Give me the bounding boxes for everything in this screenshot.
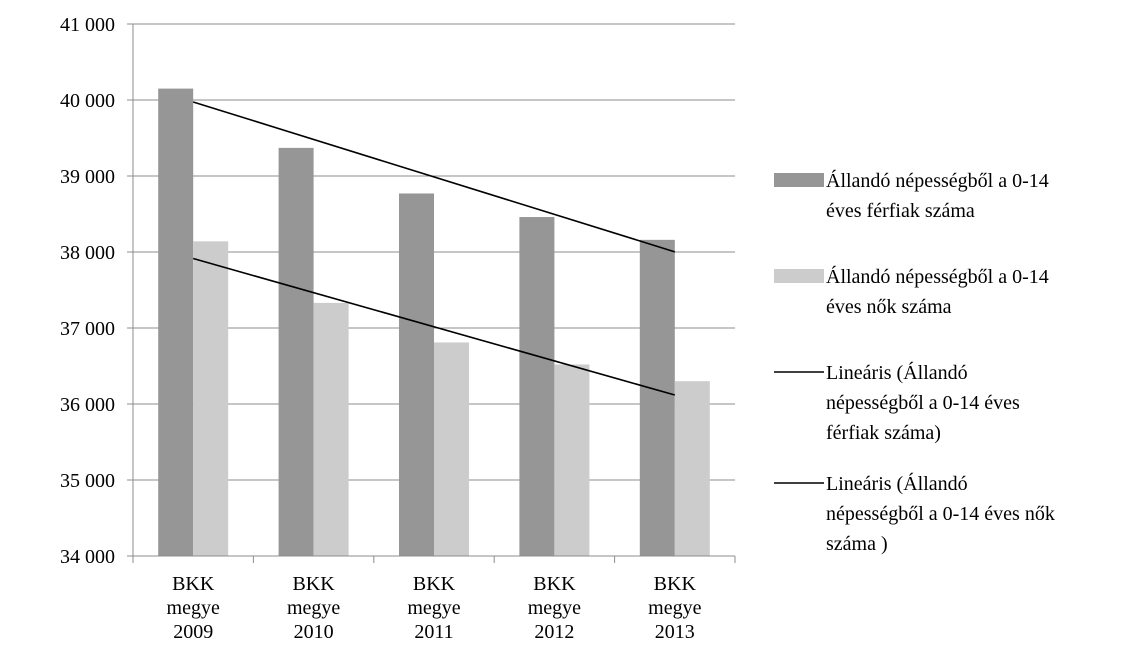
bar-series-2 bbox=[434, 342, 469, 556]
legend-swatch-1 bbox=[774, 173, 824, 187]
trendlines bbox=[192, 101, 676, 396]
y-tick-label: 37 000 bbox=[60, 318, 115, 340]
bar-series-1 bbox=[158, 88, 194, 556]
axes bbox=[127, 23, 736, 563]
legend-label-line: Lineáris (Állandó bbox=[826, 472, 968, 495]
legend-label-line: Lineáris (Állandó bbox=[826, 361, 968, 384]
x-tick-label: BKK megye 2010 bbox=[287, 573, 340, 643]
bars bbox=[158, 88, 710, 557]
bar-series-1 bbox=[399, 193, 434, 557]
legend-label-line: Állandó népességből a 0-14 bbox=[826, 265, 1049, 288]
x-tick-label-line: megye bbox=[648, 597, 701, 619]
x-tick-label-line: BKK bbox=[292, 573, 335, 595]
legend-swatch-2 bbox=[774, 269, 824, 283]
bar-series-1 bbox=[639, 239, 675, 556]
legend-label-line: száma ) bbox=[826, 533, 888, 555]
legend-label-line: népességből a 0-14 éves bbox=[826, 392, 1020, 414]
bar-series-1 bbox=[519, 217, 555, 557]
y-tick-label: 35 000 bbox=[60, 470, 115, 492]
trendline-1 bbox=[192, 101, 676, 253]
x-tick-label-line: megye bbox=[287, 597, 340, 619]
legend-label-line: Állandó népességből a 0-14 bbox=[826, 169, 1049, 192]
x-tick-label-line: megye bbox=[407, 597, 460, 619]
legend-label-line: éves nők száma bbox=[826, 296, 952, 318]
bar-series-1 bbox=[278, 147, 314, 556]
x-tick-label: BKK megye 2012 bbox=[528, 573, 581, 643]
x-tick-label-line: megye bbox=[167, 597, 220, 619]
legend-label-2: Állandó népességből a 0-14 éves nők száma bbox=[826, 265, 1049, 318]
bar-series-2 bbox=[554, 364, 590, 556]
x-tick-label-line: 2009 bbox=[173, 621, 213, 643]
y-tick-label: 38 000 bbox=[60, 242, 115, 264]
legend-label-3: Lineáris (Állandó népességből a 0-14 éves… bbox=[826, 361, 1020, 444]
x-tick-label-line: megye bbox=[528, 597, 581, 619]
bar-series-2 bbox=[193, 241, 229, 557]
bar-series-2 bbox=[313, 302, 349, 556]
x-tick-label-line: BKK bbox=[533, 573, 576, 595]
x-tick-label-line: BKK bbox=[413, 573, 456, 595]
legend-label-4: Lineáris (Állandó népességből a 0-14 éves… bbox=[826, 472, 1055, 555]
y-tick-label: 40 000 bbox=[60, 90, 115, 112]
bar-series-2 bbox=[674, 381, 710, 556]
x-tick-label-line: 2013 bbox=[655, 621, 695, 643]
legend: Állandó népességből a 0-14 éves férfiak s… bbox=[774, 169, 1055, 555]
x-tick-label: BKK megye 2009 bbox=[167, 573, 220, 643]
y-axis-tick-labels: 34 000 35 000 36 000 37 000 38 000 39 000 40 0… bbox=[60, 14, 115, 568]
y-tick-label: 34 000 bbox=[60, 546, 115, 568]
x-tick-label: BKK megye 2011 bbox=[407, 573, 460, 643]
y-tick-label: 41 000 bbox=[60, 14, 115, 36]
y-tick-label: 39 000 bbox=[60, 166, 115, 188]
y-tick-label: 36 000 bbox=[60, 394, 115, 416]
legend-label-line: férfiak száma) bbox=[826, 422, 941, 444]
x-tick-label-line: 2011 bbox=[414, 621, 453, 643]
x-tick-label-line: 2010 bbox=[294, 621, 334, 643]
legend-label-line: éves férfiak száma bbox=[826, 200, 975, 222]
legend-label-line: népességből a 0-14 éves nők bbox=[826, 503, 1055, 525]
legend-label-1: Állandó népességből a 0-14 éves férfiak s… bbox=[826, 169, 1049, 222]
trendline-2 bbox=[192, 257, 676, 396]
x-tick-label-line: 2012 bbox=[534, 621, 574, 643]
x-tick-label: BKK megye 2013 bbox=[648, 573, 701, 643]
x-tick-label-line: BKK bbox=[172, 573, 215, 595]
x-tick-label-line: BKK bbox=[654, 573, 697, 595]
